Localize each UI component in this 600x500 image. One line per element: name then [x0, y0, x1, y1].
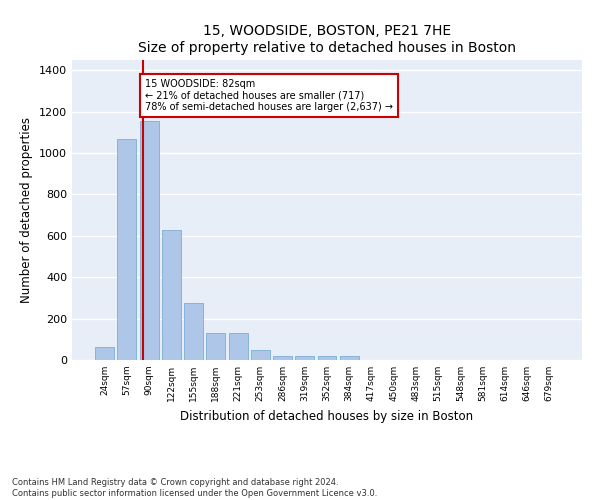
X-axis label: Distribution of detached houses by size in Boston: Distribution of detached houses by size … — [181, 410, 473, 422]
Title: 15, WOODSIDE, BOSTON, PE21 7HE
Size of property relative to detached houses in B: 15, WOODSIDE, BOSTON, PE21 7HE Size of p… — [138, 24, 516, 54]
Text: 15 WOODSIDE: 82sqm
← 21% of detached houses are smaller (717)
78% of semi-detach: 15 WOODSIDE: 82sqm ← 21% of detached hou… — [145, 78, 393, 112]
Bar — [273, 356, 292, 360]
Bar — [295, 356, 314, 360]
Bar — [251, 350, 270, 360]
Bar — [140, 121, 158, 360]
Bar — [206, 333, 225, 360]
Bar — [184, 303, 203, 360]
Bar — [95, 346, 114, 360]
Bar — [317, 356, 337, 360]
Bar — [229, 333, 248, 360]
Text: Contains HM Land Registry data © Crown copyright and database right 2024.
Contai: Contains HM Land Registry data © Crown c… — [12, 478, 377, 498]
Bar — [340, 356, 359, 360]
Bar — [118, 138, 136, 360]
Bar — [162, 230, 181, 360]
Y-axis label: Number of detached properties: Number of detached properties — [20, 117, 34, 303]
